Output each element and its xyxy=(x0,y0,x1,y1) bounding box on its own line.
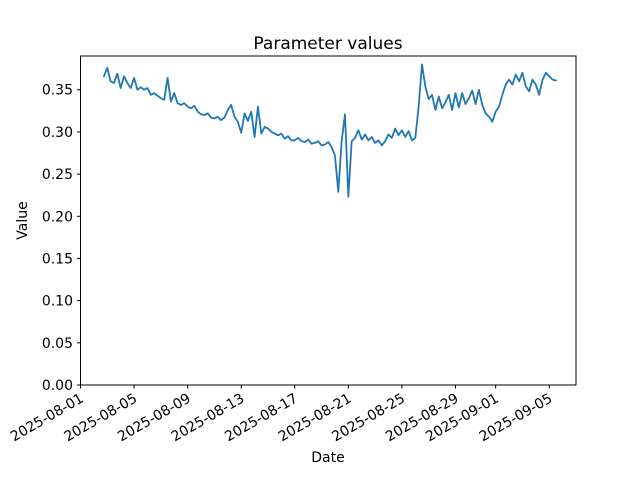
axes-frame xyxy=(80,55,577,386)
y-tick-label: 0.35 xyxy=(42,83,73,99)
y-tick-label: 0.10 xyxy=(42,294,73,310)
y-tick-label: 0.05 xyxy=(42,336,73,352)
data-series-line xyxy=(103,63,557,198)
y-axis-label: Value xyxy=(15,201,31,239)
x-axis-label: Date xyxy=(311,450,344,466)
y-tick-label: 0.25 xyxy=(42,167,73,183)
y-tick-label: 0.15 xyxy=(42,251,73,267)
y-tick-label: 0.20 xyxy=(42,209,73,225)
y-tick-label: 0.30 xyxy=(42,125,73,141)
y-tick-label: 0.00 xyxy=(42,378,73,394)
chart-title: Parameter values xyxy=(253,34,402,54)
